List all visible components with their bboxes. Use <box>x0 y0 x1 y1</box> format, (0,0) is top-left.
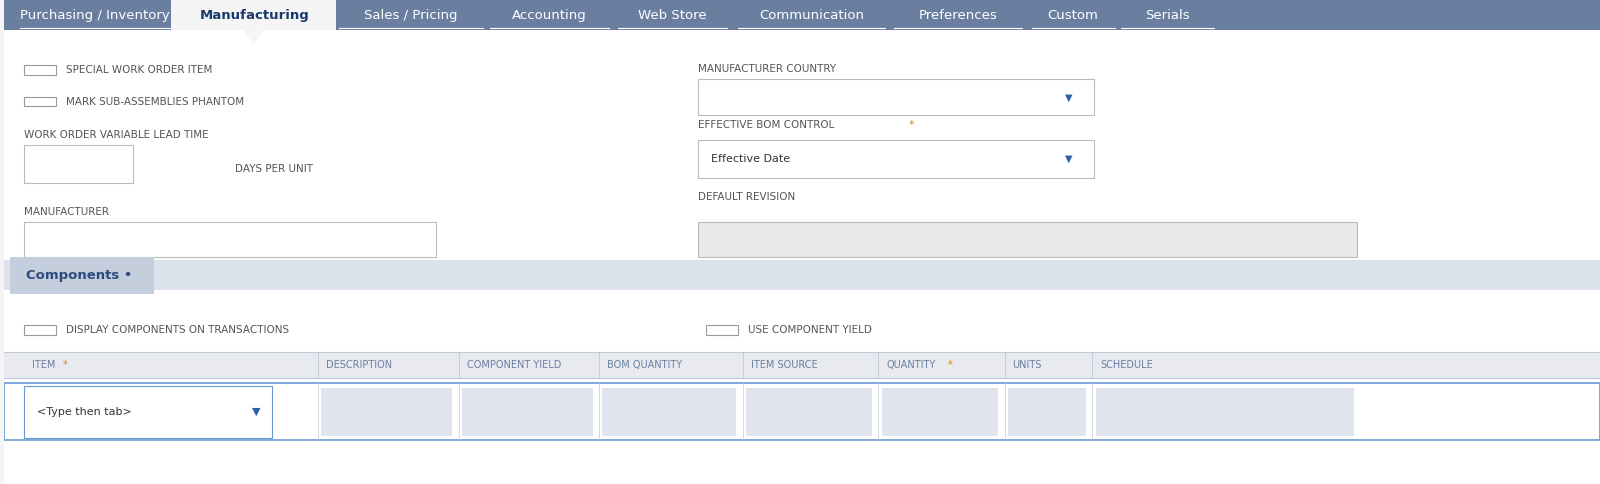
Text: Preferences: Preferences <box>918 9 998 21</box>
Text: Sales / Pricing: Sales / Pricing <box>363 9 458 21</box>
FancyBboxPatch shape <box>698 140 1094 178</box>
FancyBboxPatch shape <box>698 79 1094 115</box>
FancyBboxPatch shape <box>1096 388 1354 436</box>
FancyBboxPatch shape <box>1008 388 1086 436</box>
Text: *: * <box>906 120 914 130</box>
FancyBboxPatch shape <box>3 260 1600 290</box>
Text: USE COMPONENT YIELD: USE COMPONENT YIELD <box>747 325 872 335</box>
FancyBboxPatch shape <box>24 386 272 438</box>
Text: Purchasing / Inventory: Purchasing / Inventory <box>21 9 170 21</box>
Text: MANUFACTURER COUNTRY: MANUFACTURER COUNTRY <box>698 64 837 74</box>
Text: Communication: Communication <box>758 9 864 21</box>
FancyBboxPatch shape <box>746 388 872 436</box>
Text: Components •: Components • <box>26 269 133 282</box>
Text: ITEM SOURCE: ITEM SOURCE <box>750 361 818 370</box>
FancyBboxPatch shape <box>706 325 738 335</box>
Text: ▼: ▼ <box>251 407 261 417</box>
Text: ▼: ▼ <box>1064 92 1072 102</box>
FancyBboxPatch shape <box>24 97 56 106</box>
Text: DAYS PER UNIT: DAYS PER UNIT <box>235 165 314 174</box>
FancyBboxPatch shape <box>322 388 453 436</box>
Text: MARK SUB-ASSEMBLIES PHANTOM: MARK SUB-ASSEMBLIES PHANTOM <box>66 97 243 106</box>
Text: Web Store: Web Store <box>638 9 707 21</box>
FancyBboxPatch shape <box>24 222 437 257</box>
Text: *: * <box>947 361 952 370</box>
Text: COMPONENT YIELD: COMPONENT YIELD <box>467 361 562 370</box>
FancyBboxPatch shape <box>602 388 736 436</box>
Text: DISPLAY COMPONENTS ON TRANSACTIONS: DISPLAY COMPONENTS ON TRANSACTIONS <box>66 325 290 335</box>
FancyBboxPatch shape <box>24 145 133 183</box>
FancyBboxPatch shape <box>171 0 336 30</box>
Text: <Type then tab>: <Type then tab> <box>37 407 131 417</box>
Text: Custom: Custom <box>1048 9 1099 21</box>
Text: QUANTITY: QUANTITY <box>886 361 936 370</box>
Text: *: * <box>62 361 67 370</box>
Text: WORK ORDER VARIABLE LEAD TIME: WORK ORDER VARIABLE LEAD TIME <box>24 130 210 139</box>
FancyBboxPatch shape <box>698 222 1357 257</box>
FancyBboxPatch shape <box>24 65 56 75</box>
FancyBboxPatch shape <box>24 325 56 335</box>
FancyBboxPatch shape <box>3 30 1600 484</box>
Text: ITEM: ITEM <box>32 361 56 370</box>
Text: Effective Date: Effective Date <box>710 154 790 164</box>
Text: EFFECTIVE BOM CONTROL: EFFECTIVE BOM CONTROL <box>698 120 834 130</box>
Text: SCHEDULE: SCHEDULE <box>1101 361 1154 370</box>
FancyBboxPatch shape <box>10 257 154 294</box>
Text: ▼: ▼ <box>1064 154 1072 164</box>
Text: DEFAULT REVISION: DEFAULT REVISION <box>698 193 795 202</box>
Text: BOM QUANTITY: BOM QUANTITY <box>606 361 682 370</box>
Text: MANUFACTURER: MANUFACTURER <box>24 207 109 217</box>
Polygon shape <box>243 30 262 45</box>
FancyBboxPatch shape <box>462 388 592 436</box>
Text: DESCRIPTION: DESCRIPTION <box>326 361 392 370</box>
FancyBboxPatch shape <box>3 383 1600 440</box>
Text: Manufacturing: Manufacturing <box>200 9 310 21</box>
FancyBboxPatch shape <box>3 0 1600 30</box>
Text: SPECIAL WORK ORDER ITEM: SPECIAL WORK ORDER ITEM <box>66 65 213 75</box>
Text: UNITS: UNITS <box>1013 361 1042 370</box>
Text: Accounting: Accounting <box>512 9 587 21</box>
FancyBboxPatch shape <box>882 388 998 436</box>
FancyBboxPatch shape <box>3 352 1600 378</box>
Text: Serials: Serials <box>1146 9 1190 21</box>
